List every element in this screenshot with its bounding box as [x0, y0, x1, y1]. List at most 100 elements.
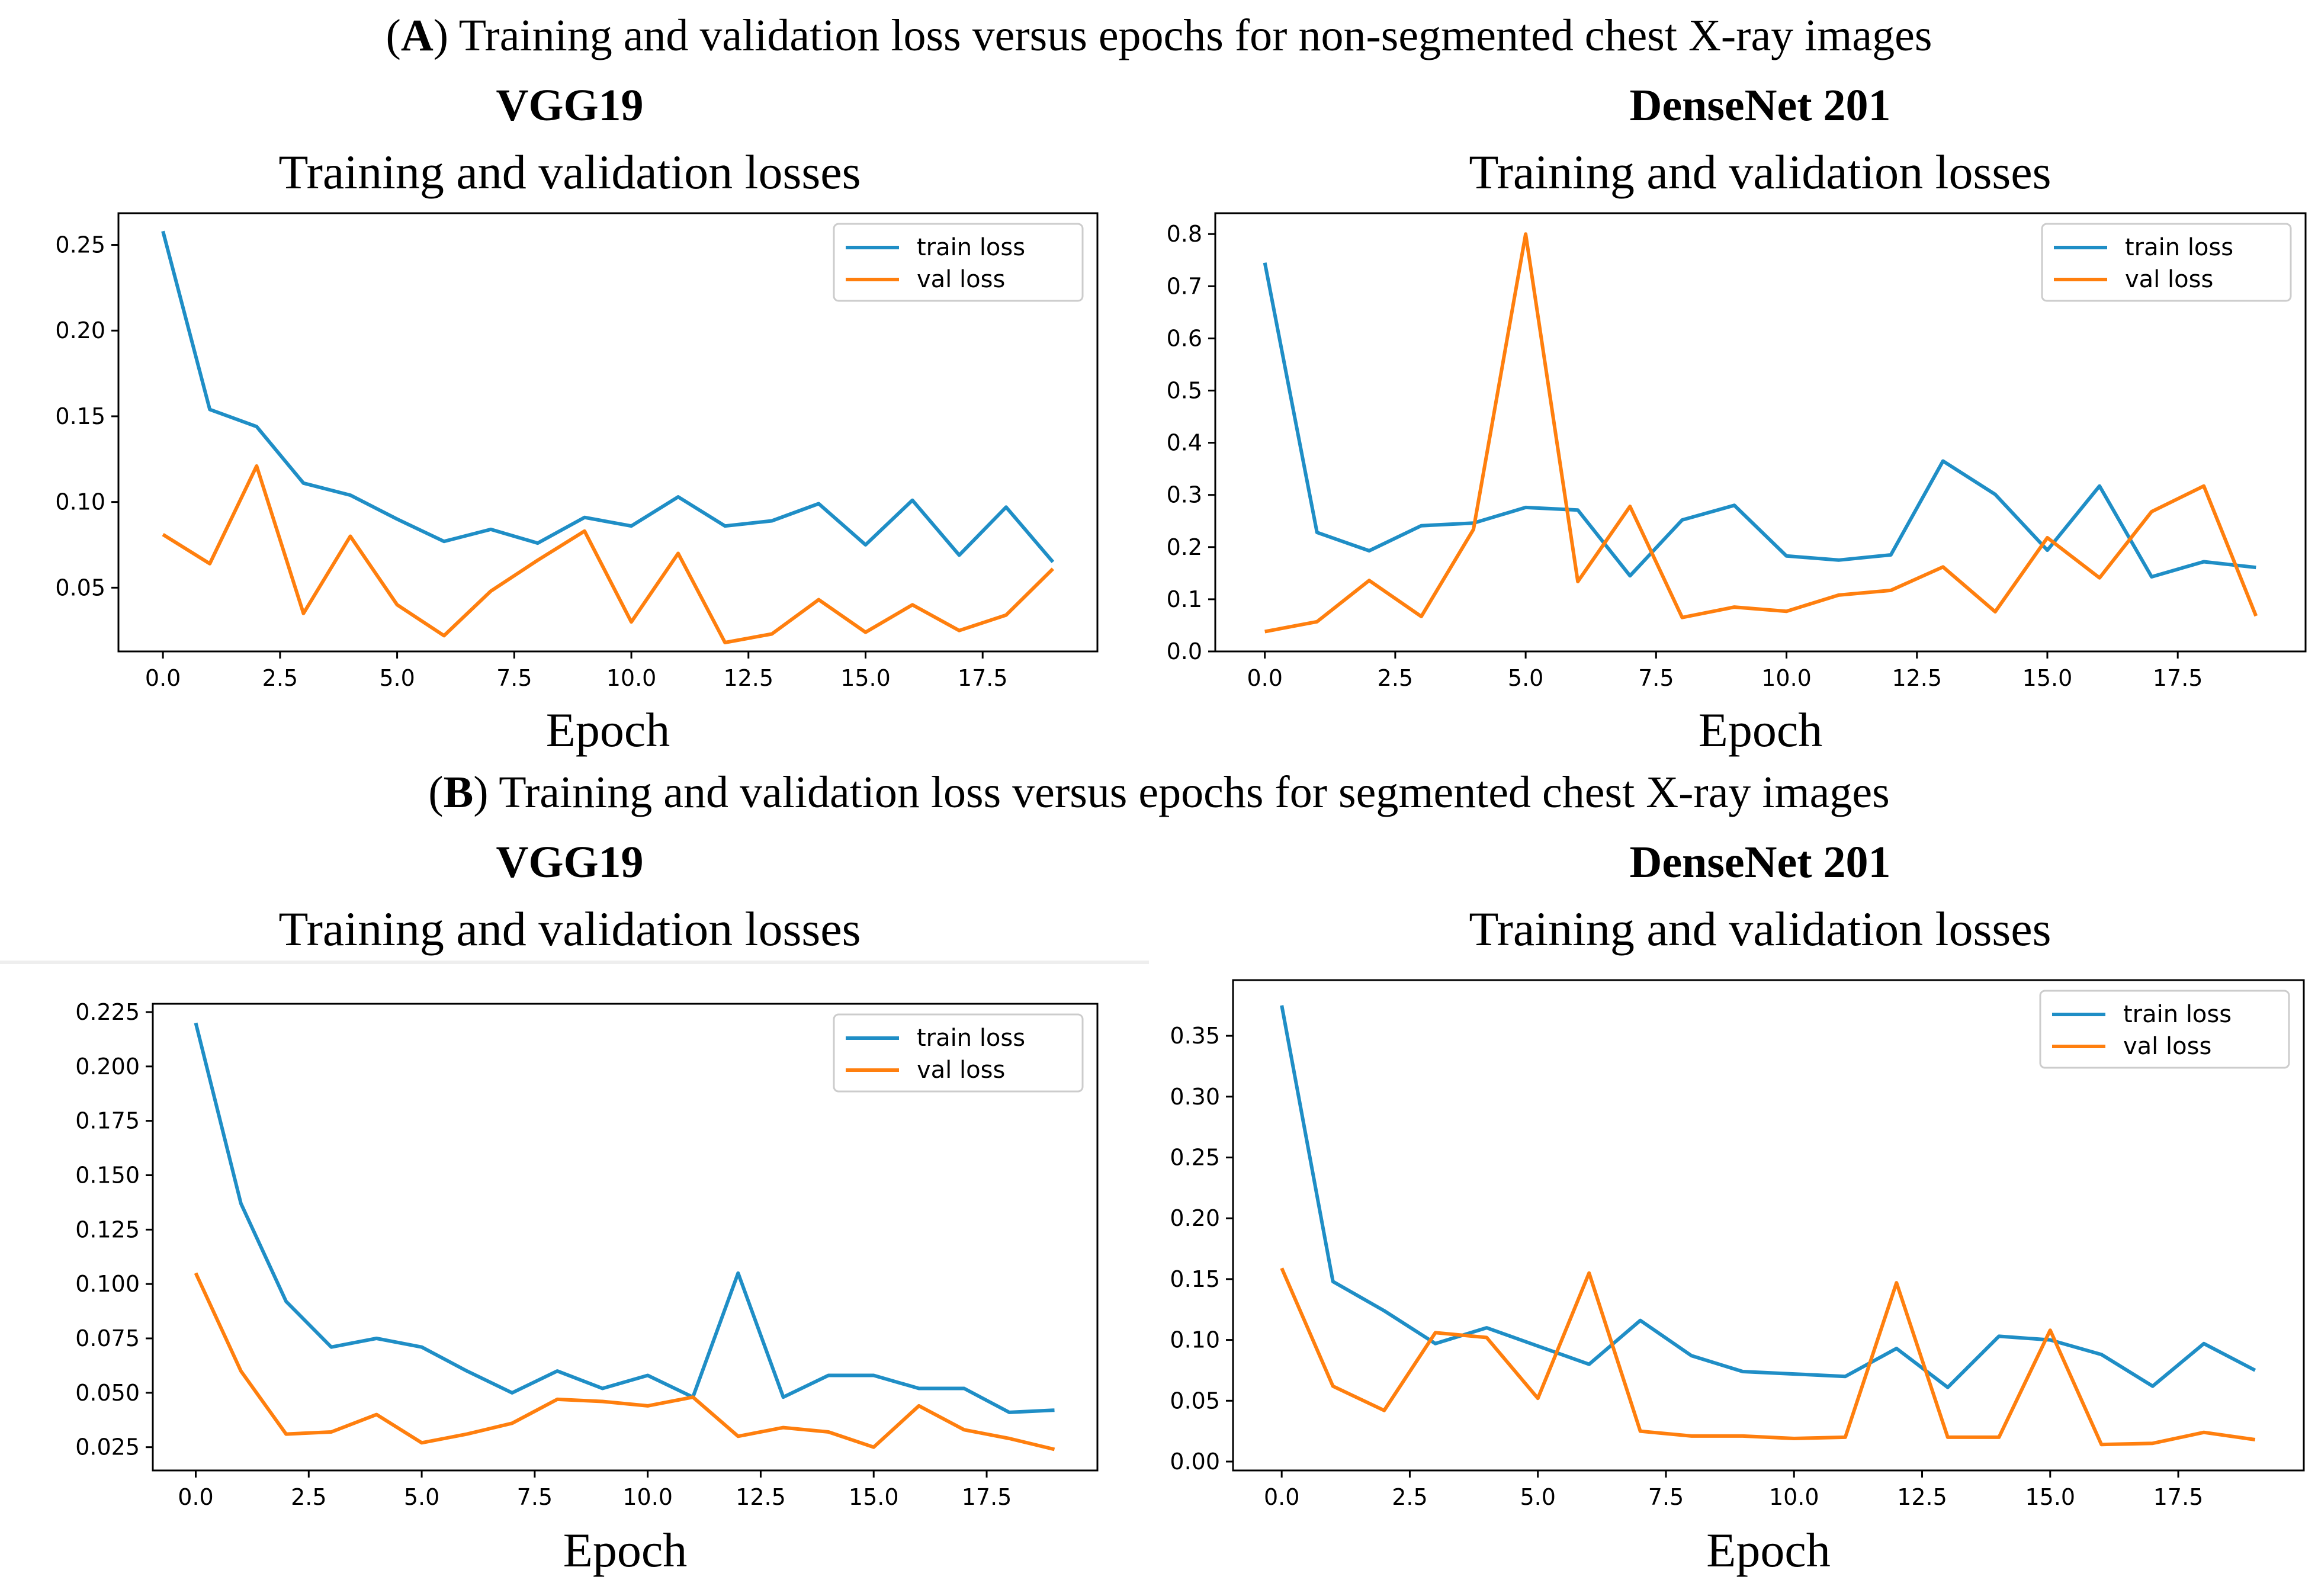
- y-tick-label: 0.025: [75, 1434, 140, 1460]
- x-tick-label: 17.5: [958, 665, 1008, 691]
- panel-b1-title: Training and validation losses: [278, 902, 861, 956]
- y-tick-label: 0.2: [1167, 534, 1202, 560]
- legend-train-label: train loss: [917, 1025, 1025, 1052]
- y-tick-label: 0.1: [1167, 586, 1202, 612]
- x-axis-label: Epoch: [1706, 1523, 1830, 1577]
- y-tick-label: 0.7: [1167, 273, 1202, 299]
- legend-train-label: train loss: [2125, 234, 2233, 261]
- panel-b2-title: Training and validation losses: [1469, 902, 2051, 956]
- series-val-loss-line: [194, 1272, 1055, 1452]
- x-tick-label: 5.0: [1508, 665, 1543, 691]
- x-axis-label: Epoch: [546, 703, 670, 757]
- y-tick-label: 0.100: [75, 1271, 140, 1297]
- series-train-loss-line: [1263, 262, 2256, 579]
- x-tick-label: 0.0: [178, 1484, 213, 1510]
- y-tick-label: 0.00: [1170, 1449, 1220, 1475]
- x-tick-label: 10.0: [622, 1484, 673, 1510]
- x-tick-label: 7.5: [517, 1484, 553, 1510]
- panel-a2-model: DenseNet 201: [1629, 81, 1891, 130]
- chart-b1: 0.0 2.5 5.0 7.5 10.0 12.5 15.0 17.5 0.025 0.050 0.…: [75, 999, 1099, 1577]
- y-tick-label: 0.5: [1167, 378, 1202, 404]
- x-tick-label: 2.5: [291, 1484, 326, 1510]
- section-a-title: (A) Training and validation loss versus …: [386, 11, 1932, 60]
- y-tick-label: 0.05: [1170, 1388, 1220, 1414]
- legend-val-label: val loss: [2123, 1033, 2211, 1060]
- x-tick-label: 10.0: [1761, 665, 1812, 691]
- x-tick-label: 12.5: [736, 1484, 786, 1510]
- x-tick-label: 0.0: [1264, 1484, 1299, 1510]
- section-b-title: (B) Training and validation loss versus …: [428, 768, 1890, 817]
- x-tick-label: 5.0: [379, 665, 415, 691]
- y-tick-label: 0.15: [1170, 1266, 1220, 1292]
- x-tick-label: 2.5: [1392, 1484, 1427, 1510]
- x-tick-label: 12.5: [1892, 665, 1942, 691]
- x-tick-label: 7.5: [496, 665, 532, 691]
- legend-val-label: val loss: [917, 1056, 1005, 1084]
- x-tick-label: 5.0: [1520, 1484, 1555, 1510]
- chart-b2: 0.0 2.5 5.0 7.5 10.0 12.5 15.0 17.5 0.00 0.05 0.10…: [1170, 979, 2305, 1577]
- plot-frame: [1214, 212, 2307, 653]
- section-a-text: ) Training and validation loss versus ep…: [433, 11, 1932, 60]
- divider-line: [0, 961, 1149, 964]
- x-tick-label: 15.0: [2025, 1484, 2075, 1510]
- legend-train-label: train loss: [2123, 1001, 2232, 1028]
- section-b-letter: B: [443, 768, 474, 817]
- y-tick-label: 0.15: [55, 403, 105, 429]
- plot-frame: [117, 212, 1099, 653]
- x-tick-label: 17.5: [962, 1484, 1012, 1510]
- legend-train-label: train loss: [917, 234, 1025, 261]
- series-train-loss-line: [161, 230, 1055, 563]
- y-tick-label: 0.35: [1170, 1023, 1220, 1049]
- x-tick-label: 15.0: [2022, 665, 2073, 691]
- x-axis-label: Epoch: [563, 1523, 687, 1577]
- legend-box: [833, 223, 1084, 302]
- chart-a2: 0.0 2.5 5.0 7.5 10.0 12.5 15.0 17.5 0.0 0.1 0.2 0.3…: [1167, 212, 2307, 757]
- y-tick-label: 0.4: [1167, 430, 1202, 456]
- section-b-text: ) Training and validation loss versus ep…: [473, 768, 1890, 817]
- panel-b2-model: DenseNet 201: [1629, 837, 1891, 887]
- x-tick-label: 2.5: [1378, 665, 1413, 691]
- y-tick-label: 0.050: [75, 1380, 140, 1406]
- legend-val-label: val loss: [2125, 266, 2213, 293]
- y-tick-label: 0.125: [75, 1216, 140, 1242]
- y-tick-label: 0.150: [75, 1162, 140, 1188]
- series-val-loss-line: [162, 464, 1055, 644]
- x-tick-label: 7.5: [1648, 1484, 1684, 1510]
- y-tick-label: 0.10: [1170, 1327, 1220, 1353]
- x-tick-label: 7.5: [1638, 665, 1674, 691]
- x-tick-label: 12.5: [723, 665, 773, 691]
- panel-a1-model: VGG19: [496, 81, 644, 130]
- legend-box: [2041, 223, 2292, 302]
- y-tick-label: 0.25: [1170, 1144, 1220, 1170]
- x-tick-label: 2.5: [262, 665, 298, 691]
- y-tick-label: 0.6: [1167, 325, 1202, 351]
- y-tick-label: 0.05: [55, 574, 105, 600]
- x-tick-label: 17.5: [2153, 665, 2203, 691]
- y-tick-label: 0.20: [55, 317, 105, 343]
- y-tick-label: 0.3: [1167, 482, 1202, 508]
- chart-a1: 0.0 2.5 5.0 7.5 10.0 12.5 15.0 17.5 0.05 0.10 0.15…: [55, 212, 1099, 757]
- plot-frame: [1232, 979, 2305, 1472]
- y-tick-label: 0.8: [1167, 221, 1202, 247]
- section-a-letter: A: [400, 11, 434, 60]
- y-tick-label: 0.10: [55, 489, 105, 515]
- x-axis-label: Epoch: [1699, 703, 1822, 757]
- plot-frame: [152, 1003, 1099, 1472]
- legend-val-label: val loss: [917, 266, 1005, 293]
- y-tick-label: 0.20: [1170, 1205, 1220, 1231]
- x-tick-label: 10.0: [1769, 1484, 1819, 1510]
- y-tick-label: 0.0: [1167, 638, 1202, 664]
- x-tick-label: 0.0: [1247, 665, 1282, 691]
- y-tick-label: 0.200: [75, 1054, 140, 1080]
- panel-a2-title: Training and validation losses: [1469, 145, 2051, 199]
- legend-box: [2039, 990, 2290, 1069]
- x-tick-label: 15.0: [849, 1484, 899, 1510]
- x-tick-label: 0.0: [145, 665, 181, 691]
- x-tick-label: 10.0: [606, 665, 657, 691]
- panel-a1-title: Training and validation losses: [278, 145, 861, 199]
- y-tick-label: 0.225: [75, 999, 140, 1025]
- series-train-loss-line: [194, 1022, 1055, 1414]
- x-tick-label: 5.0: [404, 1484, 439, 1510]
- y-tick-label: 0.075: [75, 1325, 140, 1351]
